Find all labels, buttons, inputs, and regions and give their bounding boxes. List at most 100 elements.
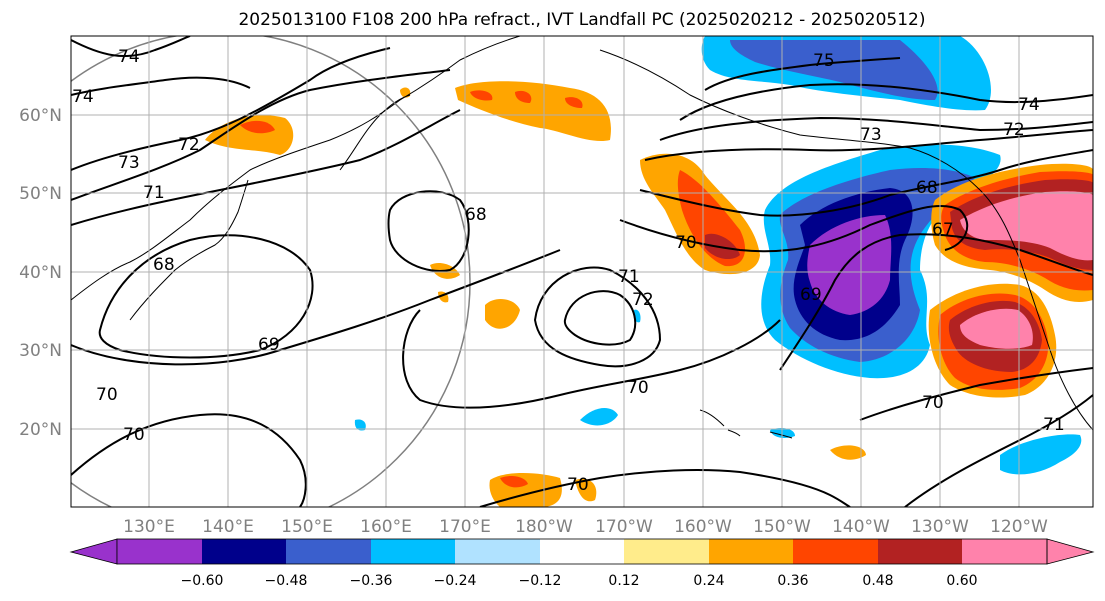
contour-label: 69: [258, 335, 280, 355]
lon-tick-label: 180°W: [515, 517, 573, 537]
colorbar-swatch: [709, 539, 793, 564]
negative-region-central-core: [807, 215, 892, 315]
lat-tick-label: 30°N: [19, 341, 62, 361]
colorbar-swatch: [540, 539, 624, 564]
contour-label: 71: [143, 183, 165, 203]
lat-tick-label: 50°N: [19, 184, 62, 204]
positive-region-south-core: [500, 476, 528, 488]
contour-label: 70: [922, 393, 944, 413]
graticule: [71, 36, 1093, 507]
colorbar-tick-label: −0.48: [265, 573, 308, 589]
contour-71: [71, 109, 461, 226]
colorbar-swatch: [878, 539, 962, 564]
positive-region-small-4: [485, 298, 520, 329]
contour-label: 72: [178, 135, 200, 155]
positive-region-bering: [455, 81, 611, 142]
lat-tick-label: 40°N: [19, 263, 62, 283]
coastline-north-america: [979, 189, 1093, 431]
colorbar: −0.60 −0.48 −0.36 −0.24 −0.12 0.12 0.24 …: [69, 538, 1095, 589]
colorbar-swatch: [793, 539, 878, 564]
negative-region-small-4: [1000, 434, 1082, 475]
colorbar-max-extend: [1046, 538, 1095, 565]
contour-label: 70: [123, 425, 145, 445]
negative-region-small-3: [354, 419, 366, 431]
lon-tick-label: 130°E: [123, 517, 175, 537]
colorbar-tick-label: −0.12: [519, 573, 562, 589]
contour-label: 73: [118, 153, 140, 173]
negative-region-small-1: [580, 408, 618, 426]
contour-69-east: [779, 233, 1093, 371]
colorbar-tick-label: 0.12: [608, 573, 639, 589]
positive-region-kamchatka-core: [240, 120, 275, 134]
colorbar-swatch: [202, 539, 286, 564]
contour-label: 75: [813, 51, 835, 71]
colorbar-tick-label: −0.24: [434, 573, 477, 589]
contour-72-east: [644, 129, 1093, 161]
contour-label: 70: [567, 475, 589, 495]
colorbar-min-extend: [69, 538, 118, 565]
colorbar-swatch: [117, 539, 202, 564]
contour-72-lobe: [563, 290, 637, 346]
contour-71-east: [904, 394, 1093, 507]
contour-label: 74: [118, 47, 140, 67]
contour-72: [71, 69, 451, 201]
positive-region-bering-core: [470, 90, 583, 108]
contour-label: 68: [916, 178, 938, 198]
map-frame: [70, 35, 1094, 508]
colorbar-tick-label: 0.24: [693, 573, 724, 589]
contour-label: 74: [72, 87, 94, 107]
contour-73: [71, 47, 391, 171]
lat-tick-label: 60°N: [19, 106, 62, 126]
refractivity-contours: [71, 36, 1093, 507]
colorbar-swatch: [286, 539, 371, 564]
contour-label: 68: [153, 255, 175, 275]
contour-label: 72: [632, 290, 654, 310]
reference-circle: [71, 36, 471, 507]
contour-label: 71: [1043, 415, 1065, 435]
contour-74-west: [71, 36, 191, 57]
colorbar-tick-label: 0.48: [862, 573, 893, 589]
contour-label: 70: [96, 385, 118, 405]
positive-region-south-2: [575, 478, 597, 502]
contour-74-east: [679, 83, 1093, 121]
lon-tick-label: 160°W: [674, 517, 732, 537]
positive-region-westcoast-north-core: [960, 191, 1093, 261]
contour-label: 74: [1018, 95, 1040, 115]
latitude-axis: 60°N 50°N 40°N 30°N 20°N: [19, 106, 62, 440]
contour-75: [704, 57, 901, 91]
contour-label: 71: [618, 267, 640, 287]
map-panel: 74 74 73 72 71 68 69 68 70 70 71 72 70 7…: [70, 35, 1094, 508]
contour-67: [619, 204, 969, 253]
colorbar-swatch: [371, 539, 455, 564]
lon-tick-label: 170°W: [595, 517, 653, 537]
colorbar-tick-label: −0.60: [181, 573, 224, 589]
coastline-japan: [129, 179, 249, 321]
lat-tick-label: 20°N: [19, 420, 62, 440]
contour-73-east: [659, 116, 1093, 141]
figure-title: 2025013100 F108 200 hPa refract., IVT La…: [238, 10, 925, 30]
contour-label: 68: [465, 205, 487, 225]
contour-69-band: [71, 249, 561, 366]
contour-label: 70: [627, 378, 649, 398]
lon-tick-label: 150°E: [281, 517, 333, 537]
contour-70-east: [859, 367, 1093, 421]
lon-tick-label: 150°W: [753, 517, 811, 537]
lon-tick-label: 170°E: [439, 517, 491, 537]
contour-label: 70: [675, 233, 697, 253]
contour-label: 69: [800, 285, 822, 305]
contour-68-east: [639, 149, 1093, 217]
coastlines: [71, 36, 1093, 439]
contour-70-south: [402, 309, 781, 409]
colorbar-swatch: [624, 539, 709, 564]
colorbar-tick-label: 0.60: [946, 573, 977, 589]
colorbar-tick-label: −0.36: [350, 573, 393, 589]
colorbar-tick-label: 0.36: [777, 573, 808, 589]
positive-region-westcoast-south-core: [960, 308, 1033, 349]
lon-tick-label: 140°W: [832, 517, 890, 537]
contour-71-lobe: [533, 266, 662, 368]
contour-70-bottom: [479, 469, 851, 507]
contour-label: 67: [932, 220, 954, 240]
contour-label: 73: [860, 125, 882, 145]
lon-tick-label: 130°W: [911, 517, 969, 537]
